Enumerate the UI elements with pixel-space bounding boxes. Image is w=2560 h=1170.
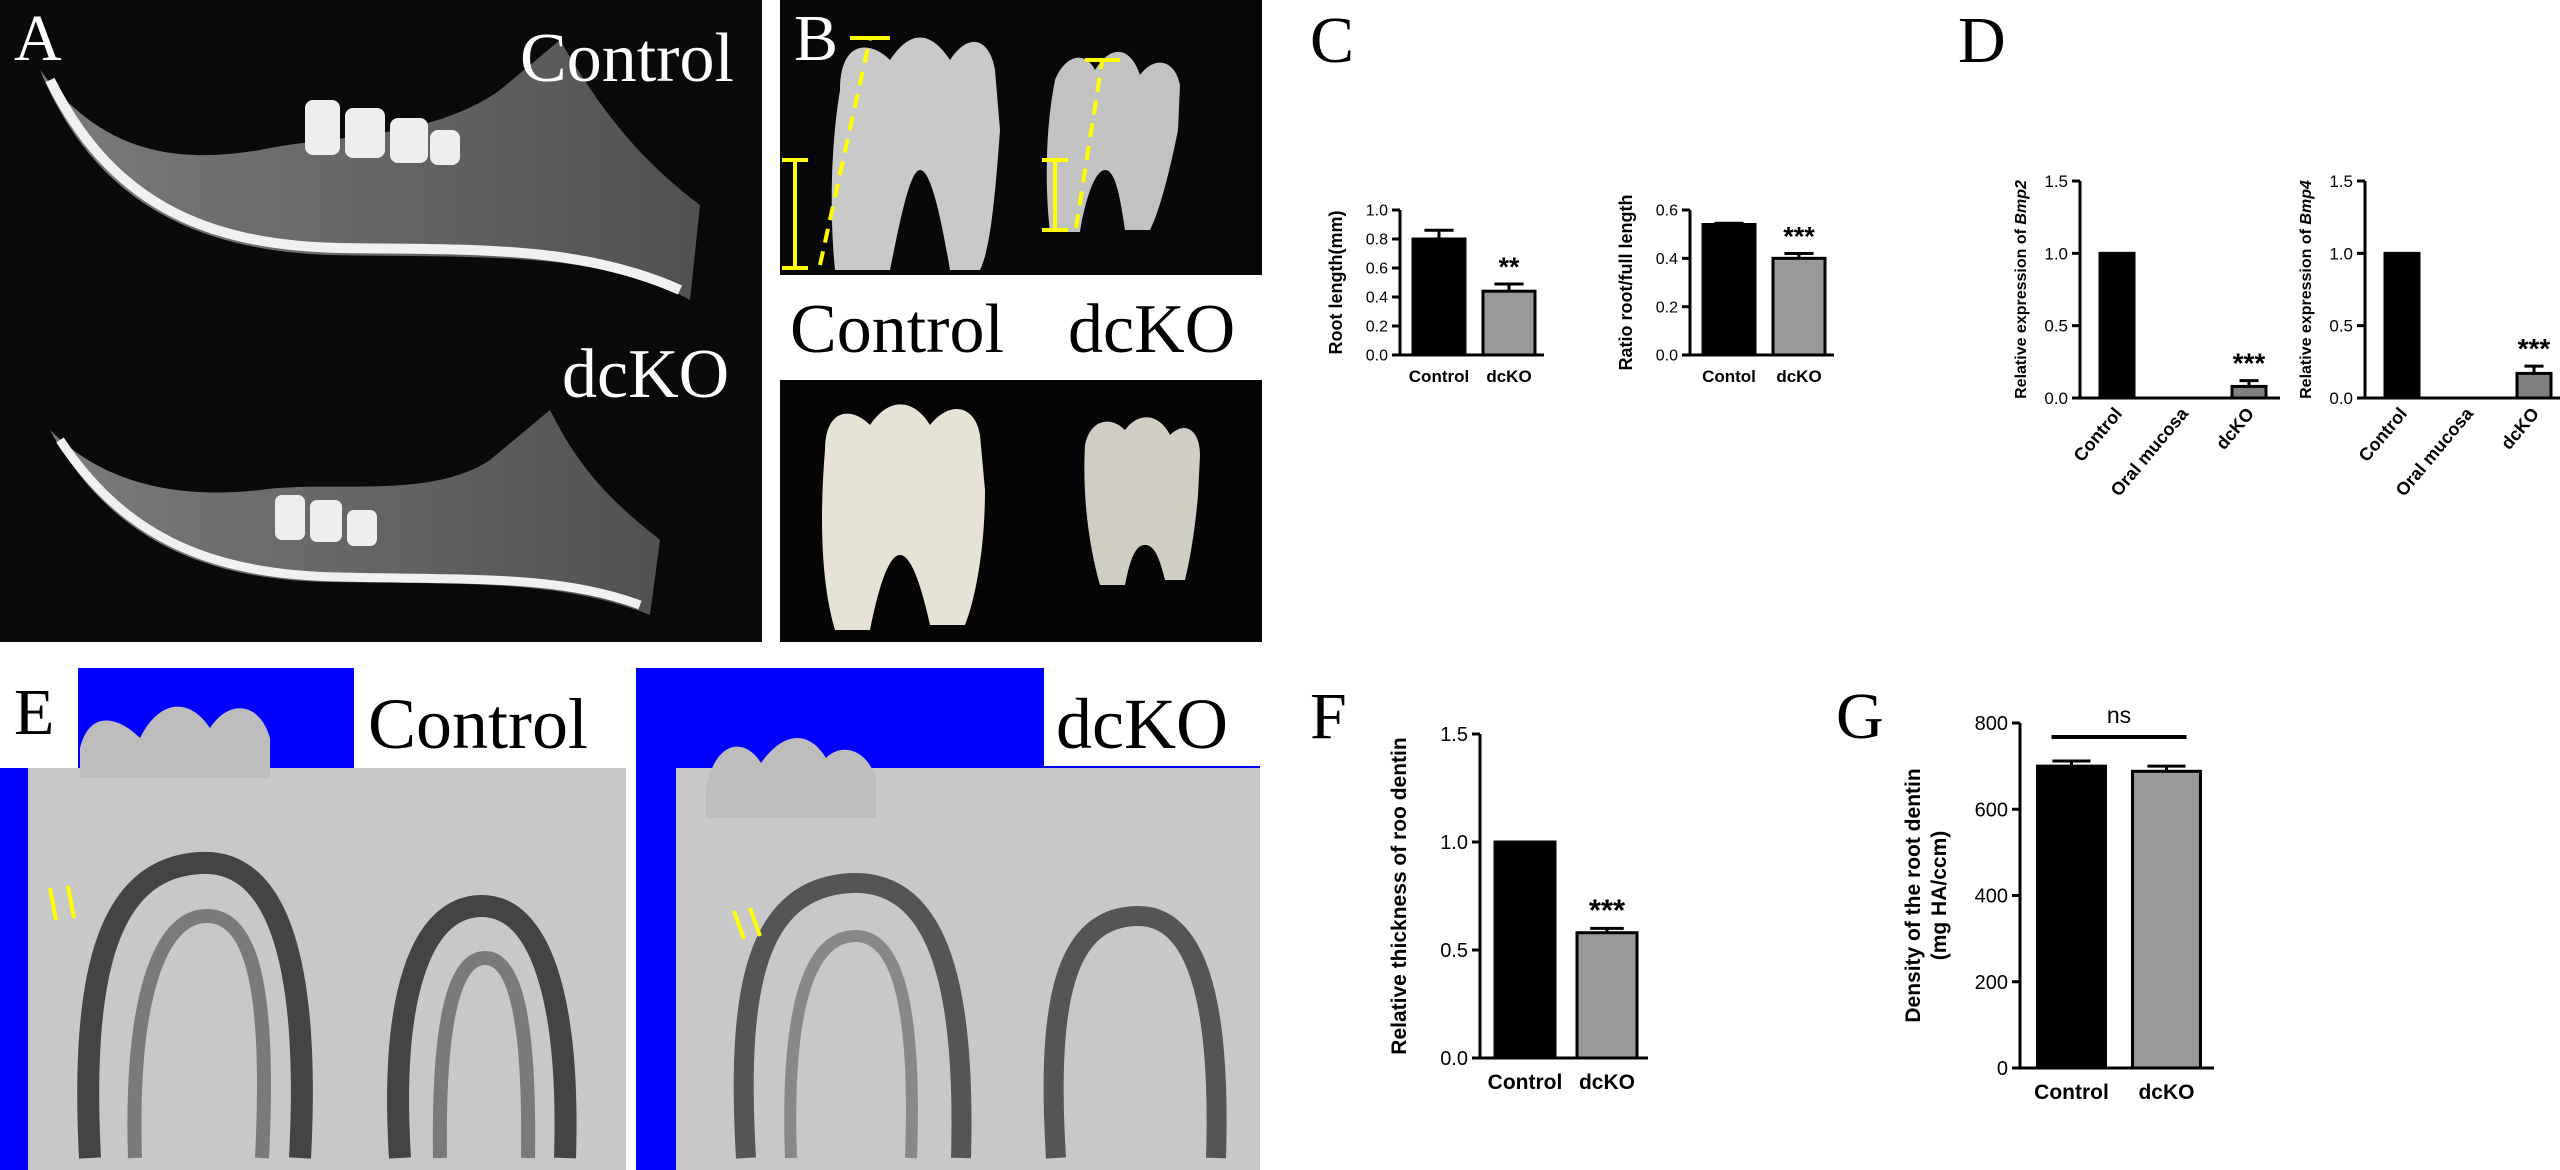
panel-b-photo-image: [780, 380, 1262, 642]
chart-d-bmp2: 0.0 0.5 1.0 1.5 Relative expression of Bmp2 C…: [2000, 80, 2282, 500]
y-tick-label: 0.6: [1366, 261, 1388, 278]
panel-e-dcko-image: dcKO: [636, 668, 1260, 1170]
x-tick-label: dcKO: [1486, 367, 1531, 386]
x-tick-label: Control: [1488, 1071, 1563, 1094]
bar: [1701, 223, 1757, 357]
panel-e-dcko-label: dcKO: [1056, 684, 1228, 764]
chart-g-svg: 0 200 400 600 800 Density of the root dentin(…: [1902, 702, 2214, 1104]
bar: [1575, 931, 1639, 1060]
y-axis-label: Density of the root dentin: [1902, 768, 1925, 1022]
y-tick-label: 0.5: [2329, 317, 2353, 336]
x-tick-label: Contol: [1702, 367, 1756, 386]
y-tick-label: 0.0: [2044, 389, 2068, 408]
panel-letter-d: D: [1958, 4, 2006, 77]
x-tick-label: dcKO: [2497, 404, 2543, 454]
y-tick-label: 1.0: [2044, 244, 2068, 263]
bar: [1481, 289, 1537, 357]
panel-a-control-label: Control: [520, 20, 734, 97]
bar: [2383, 251, 2421, 400]
y-tick-label: 0.2: [1656, 299, 1678, 316]
x-tick-label: dcKO: [2212, 404, 2258, 454]
y-tick-label: 1.5: [2329, 172, 2353, 191]
y-tick-label: 0.2: [1366, 319, 1388, 336]
significance-label: ns: [2107, 702, 2131, 728]
chart-d-bmp4: 0.0 0.5 1.0 1.5 Relative expression of Bmp4 C…: [2285, 80, 2560, 500]
chart-c-root-length: 0.0 0.2 0.4 0.6 0.8 1.0 Root length(mm) Control…: [1320, 90, 1570, 450]
panel-a-xray-image: A Control dcKO: [0, 0, 762, 642]
y-tick-label: 1.5: [1440, 724, 1468, 746]
x-tick-label: dcKO: [1776, 367, 1821, 386]
chart-c2-svg: 0.0 0.2 0.4 0.6 Ratio root/full length Contol…: [1616, 195, 1834, 386]
chart-f-thickness: 0.0 0.5 1.0 1.5 Relative thickness of roo de…: [1380, 700, 1710, 1120]
y-tick-label: 0.5: [2044, 317, 2068, 336]
y-tick-label: 200: [1975, 972, 2008, 994]
y-tick-label: 1.0: [1440, 832, 1468, 854]
panel-letter-e: E: [10, 680, 59, 746]
y-tick-label: 0.5: [1440, 940, 1468, 962]
y-tick-label: 0.6: [1656, 203, 1678, 220]
chart-d1-svg: 0.0 0.5 1.0 1.5 Relative expression of Bmp2 C…: [2013, 172, 2282, 500]
panel-letter-f: F: [1310, 680, 1347, 753]
panel-e-control-image: E Control: [0, 668, 626, 1170]
panel-b-xray-image: B: [780, 0, 1262, 275]
significance-label: ***: [1783, 222, 1815, 252]
x-tick-label: Control: [1409, 367, 1469, 386]
bar: [2036, 764, 2107, 1070]
y-tick-label: 1.0: [1366, 203, 1388, 220]
panel-letter-a: A: [14, 2, 62, 75]
bar: [2131, 769, 2202, 1070]
x-tick-label: Control: [2070, 404, 2126, 466]
y-tick-label: 600: [1975, 799, 2008, 821]
y-axis-label: Root length(mm): [1326, 211, 1346, 355]
y-tick-label: 0.4: [1366, 290, 1388, 307]
panel-letter-g: G: [1836, 680, 1884, 753]
y-tick-label: 0.0: [1440, 1048, 1468, 1070]
y-tick-label: 0.0: [1656, 348, 1678, 365]
chart-g-density: 0 200 400 600 800 Density of the root dentin(…: [1890, 680, 2340, 1130]
panel-letter-b: B: [794, 2, 839, 75]
bar: [1771, 256, 1827, 357]
significance-label: **: [1498, 252, 1520, 282]
y-axis-label: Relative thickness of roo dentin: [1388, 737, 1411, 1054]
significance-label: ***: [2518, 333, 2551, 364]
y-axis-label: Ratio root/full length: [1616, 195, 1636, 371]
chart-f-svg: 0.0 0.5 1.0 1.5 Relative thickness of roo de…: [1388, 724, 1648, 1094]
panel-e-control-label: Control: [368, 684, 589, 764]
y-tick-label: 0: [1997, 1058, 2008, 1080]
y-tick-label: 1.0: [2329, 244, 2353, 263]
bar: [1411, 237, 1467, 357]
y-tick-label: 0.0: [1366, 348, 1388, 365]
x-tick-label: Control: [2034, 1081, 2109, 1104]
panel-b-dcko-label: dcKO: [1068, 291, 1236, 368]
x-tick-label: Control: [2355, 404, 2411, 466]
y-tick-label: 0.8: [1366, 232, 1388, 249]
panel-b-control-label: Control: [790, 291, 1004, 368]
bar: [2515, 371, 2553, 400]
y-tick-label: 400: [1975, 886, 2008, 908]
y-tick-label: 0.0: [2329, 389, 2353, 408]
y-axis-label-units: (mg HA/ccm): [1928, 831, 1951, 961]
significance-label: ***: [2233, 348, 2266, 379]
panel-a-dcko-label: dcKO: [562, 336, 730, 413]
y-tick-label: 0.4: [1656, 251, 1678, 268]
panel-letter-c: C: [1310, 4, 1355, 77]
chart-d2-svg: 0.0 0.5 1.0 1.5 Relative expression of Bmp4 C…: [2298, 172, 2560, 500]
y-axis-label: Relative expression of Bmp4: [2298, 180, 2315, 399]
x-tick-label: dcKO: [1579, 1071, 1635, 1094]
y-axis-label: Relative expression of Bmp2: [2013, 180, 2030, 399]
bar: [2098, 251, 2136, 400]
chart-c-ratio: 0.0 0.2 0.4 0.6 Ratio root/full length Contol…: [1610, 90, 1880, 450]
bar: [1493, 840, 1557, 1060]
y-tick-label: 1.5: [2044, 172, 2068, 191]
y-tick-label: 800: [1975, 713, 2008, 735]
x-tick-label: dcKO: [2138, 1081, 2194, 1104]
chart-c1-svg: 0.0 0.2 0.4 0.6 0.8 1.0 Root length(mm) Control…: [1326, 203, 1544, 386]
significance-label: ***: [1589, 892, 1626, 927]
bar: [2230, 384, 2268, 400]
